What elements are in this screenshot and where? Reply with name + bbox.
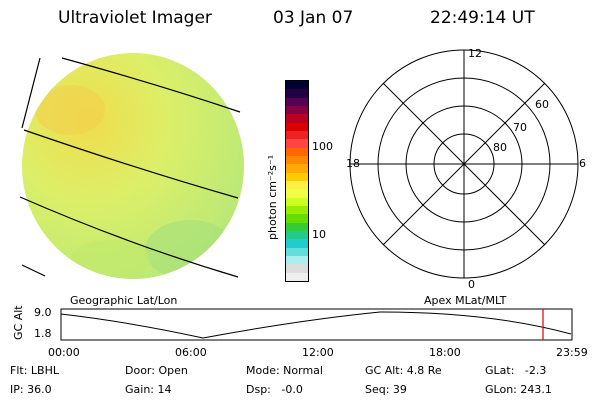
altitude-curve (60, 311, 572, 339)
polar-grid (349, 49, 579, 279)
colorbar-swatch (286, 247, 308, 256)
polar-lat-60: 60 (535, 98, 549, 111)
polar-label-6: 6 (579, 157, 586, 170)
timeline-plot (60, 308, 573, 341)
timeline-axis-label: GC Alt (12, 305, 25, 340)
latitude-line (23, 129, 239, 199)
latitude-line (21, 264, 46, 277)
colorbar-swatch (286, 214, 308, 223)
date-label: 03 Jan 07 (273, 8, 354, 28)
colorbar-swatch (286, 89, 308, 98)
glon-info: GLon: 243.1 (485, 383, 552, 396)
gain-info: Gain: 14 (125, 383, 172, 396)
colorbar-swatch (286, 205, 308, 215)
timeline-xtick-0: 00:00 (48, 346, 80, 359)
colorbar-swatch (286, 255, 308, 265)
mode-info: Mode: Normal (246, 364, 323, 377)
polar-lat-80: 80 (493, 141, 507, 154)
colorbar-unit-label: photon cm⁻²s⁻¹ (266, 154, 279, 240)
colorbar-swatch (286, 272, 308, 281)
colorbar-swatch (286, 264, 308, 273)
geographic-projection-label: Geographic Lat/Lon (70, 294, 178, 307)
seq-info: Seq: 39 (365, 383, 407, 396)
app-title: Ultraviolet Imager (58, 8, 212, 28)
colorbar-swatch (286, 147, 308, 156)
polar-label-0: 0 (468, 278, 475, 291)
latitude-line (21, 57, 41, 129)
colorbar-swatch (286, 122, 308, 131)
gc-alt-info: GC Alt: 4.8 Re (365, 364, 442, 377)
polar-label-12: 12 (468, 47, 482, 60)
polar-label-18: 18 (346, 157, 360, 170)
timeline-ytick-low: 1.8 (34, 327, 52, 340)
timeline-frame (60, 308, 573, 341)
ip-info: IP: 36.0 (10, 383, 52, 396)
latitude-line (61, 57, 241, 113)
colorbar-swatch (286, 180, 308, 190)
colorbar-swatch (286, 155, 308, 165)
timeline-xtick-3: 18:00 (429, 346, 461, 359)
colorbar-tick-10: 10 (312, 228, 326, 241)
colorbar-tick-100: 100 (312, 140, 333, 153)
time-label: 22:49:14 UT (430, 8, 535, 28)
apex-projection-label: Apex MLat/MLT (424, 294, 507, 307)
colorbar-swatch (286, 114, 308, 123)
door-info: Door: Open (125, 364, 188, 377)
colorbar-swatch (286, 105, 308, 115)
colorbar-swatch (286, 172, 308, 181)
earth-disk-image (19, 53, 244, 279)
colorbar-swatch (286, 81, 308, 90)
latitude-line (19, 196, 239, 278)
colorbar-swatch (286, 230, 308, 240)
glat-info: GLat: -2.3 (485, 364, 547, 377)
timeline-xtick-2: 12:00 (302, 346, 334, 359)
colorbar (285, 80, 309, 282)
timeline-xtick-4: 23:59 (556, 346, 588, 359)
colorbar-swatch (286, 189, 308, 198)
flt-info: Flt: LBHL (10, 364, 59, 377)
colorbar-swatch (286, 139, 308, 148)
timeline-ytick-high: 9.0 (34, 306, 52, 319)
colorbar-swatch (286, 130, 308, 140)
colorbar-swatch (286, 197, 308, 206)
colorbar-swatch (286, 164, 308, 173)
timeline-xtick-1: 06:00 (175, 346, 207, 359)
colorbar-swatch (286, 222, 308, 231)
colorbar-swatch (286, 239, 308, 248)
dsp-info: Dsp: -0.0 (246, 383, 303, 396)
polar-lat-70: 70 (513, 121, 527, 134)
colorbar-swatch (286, 97, 308, 106)
